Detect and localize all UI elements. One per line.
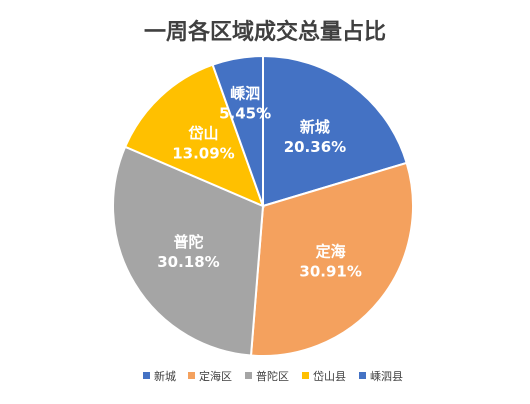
legend-label-daishan: 岱山县 xyxy=(313,369,346,383)
pie-slice-shengsi xyxy=(211,54,264,207)
pie-slice-xincheng xyxy=(262,54,408,208)
legend-swatch-dinghai xyxy=(188,372,195,379)
legend-label-putuo: 普陀区 xyxy=(256,369,289,383)
slice-value-putuo: 30.18% xyxy=(157,253,219,271)
slice-labels: 新城 20.36% 定海 30.91% 普陀 30.18% 岱山 13.09% 嵊泗 5.45% xyxy=(157,85,362,281)
legend-swatch-xincheng xyxy=(143,372,150,379)
pie-slice-dinghai xyxy=(249,161,414,357)
legend-label-xincheng: 新城 xyxy=(154,369,176,383)
legend-swatch-daishan xyxy=(302,372,309,379)
slice-value-xincheng: 20.36% xyxy=(284,138,346,156)
slice-value-dinghai: 30.91% xyxy=(299,263,361,281)
legend-label-shengsi: 嵊泗县 xyxy=(370,370,403,383)
legend-swatch-shengsi xyxy=(359,372,366,379)
slice-name-putuo: 普陀 xyxy=(173,233,203,251)
slice-value-daishan: 13.09% xyxy=(172,145,234,163)
pie-slice-daishan xyxy=(123,63,265,208)
legend-label-dinghai: 定海区 xyxy=(199,369,232,383)
slice-name-xincheng: 新城 xyxy=(300,118,330,136)
chart-legend: 新城 定海区 普陀区 岱山县 嵊泗县 xyxy=(143,369,403,383)
slice-name-daishan: 岱山 xyxy=(187,125,218,143)
chart-title: 一周各区域成交总量占比 xyxy=(144,19,386,45)
pie-slice-putuo xyxy=(112,145,265,357)
slice-value-shengsi: 5.45% xyxy=(219,105,271,123)
pie-slices xyxy=(112,54,414,357)
slice-name-dinghai: 定海 xyxy=(316,243,346,261)
slice-name-shengsi: 嵊泗 xyxy=(230,85,260,103)
legend-swatch-putuo xyxy=(245,372,252,379)
